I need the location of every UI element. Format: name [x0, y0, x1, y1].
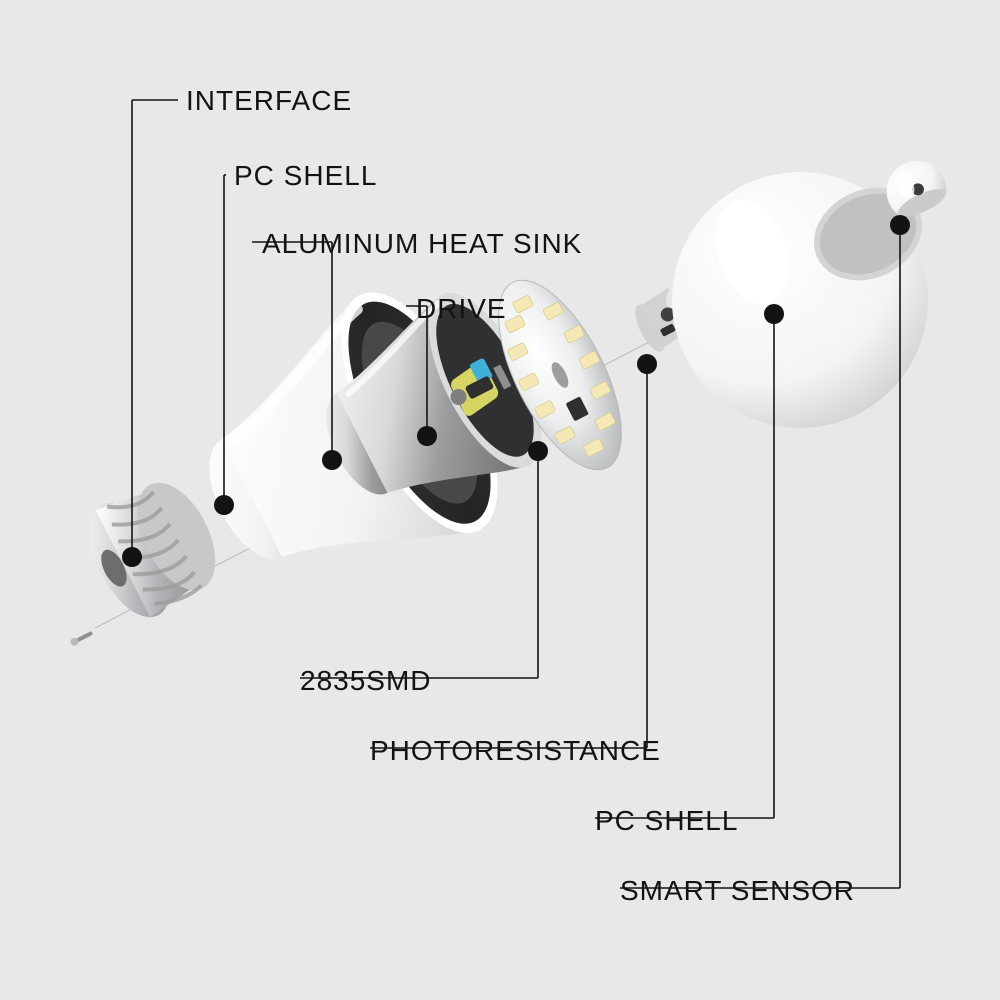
bulb-exploded-illustration [0, 0, 1000, 1000]
label-heat-sink: ALUMINUM HEAT SINK [262, 228, 582, 260]
label-2835smd: 2835SMD [300, 665, 432, 697]
callout-lines [0, 0, 1000, 1000]
part-drive [441, 352, 516, 421]
label-drive: DRIVE [416, 293, 507, 325]
label-interface: INTERFACE [186, 85, 352, 117]
part-photoresistance [629, 283, 701, 355]
label-smart-sensor: SMART SENSOR [620, 875, 855, 907]
label-pc-shell-top: PC SHELL [234, 160, 377, 192]
part-pc-shell-dome [672, 170, 937, 428]
label-photoresistance: PHOTORESISTANCE [370, 735, 661, 767]
part-interface [73, 467, 233, 630]
label-pc-shell-bottom: PC SHELL [595, 805, 738, 837]
part-smart-sensor [877, 151, 953, 223]
part-screw [69, 629, 94, 647]
